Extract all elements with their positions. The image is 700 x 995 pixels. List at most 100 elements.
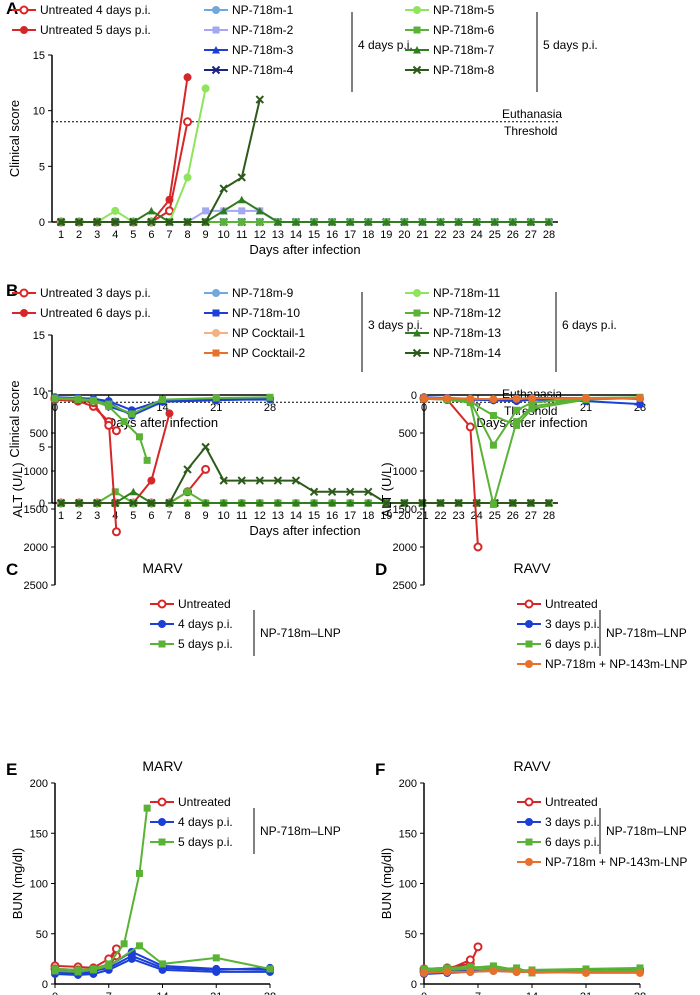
panel-letter: B: [6, 281, 18, 300]
data-point: [413, 26, 421, 34]
x-tick-label: 11: [236, 510, 247, 522]
legend-bracket-label: 4 days p.i.: [358, 38, 413, 52]
legend-bracket-label: 6 days p.i.: [562, 318, 617, 332]
y-tick-label: 1500: [393, 504, 417, 516]
data-point: [512, 394, 521, 403]
x-tick-label: 25: [489, 229, 501, 241]
x-tick-label: 7: [475, 991, 481, 995]
x-tick-label: 8: [184, 510, 190, 522]
data-point: [525, 838, 533, 846]
data-point: [147, 498, 156, 508]
data-point: [512, 967, 521, 976]
data-point: [183, 117, 193, 127]
data-point: [466, 967, 475, 976]
x-tick-label: 13: [272, 510, 284, 522]
threshold-label: Euthanasia: [502, 107, 562, 121]
data-point: [237, 173, 246, 182]
data-point: [165, 217, 174, 227]
data-point: [129, 217, 138, 227]
data-point: [466, 963, 474, 971]
y-tick-label: 1500: [24, 504, 48, 516]
x-tick-label: 9: [203, 510, 209, 522]
data-point: [219, 206, 228, 215]
legend-label: Untreated 5 days p.i.: [40, 23, 151, 37]
y-tick-label: 2500: [393, 580, 417, 592]
y-tick-label: 0: [39, 498, 45, 510]
x-tick-label: 14: [526, 991, 538, 995]
data-point: [346, 499, 355, 507]
x-tick-label: 18: [362, 229, 374, 241]
panel-letter: D: [375, 560, 387, 579]
data-point: [212, 46, 220, 54]
x-tick-label: 0: [52, 991, 58, 995]
y-tick-label: 1000: [393, 466, 417, 478]
legend-label: NP-718m-6: [433, 23, 495, 37]
x-tick-label: 21: [210, 991, 222, 995]
y-tick-label: 200: [399, 778, 417, 790]
data-point: [273, 499, 282, 507]
panel-d: DRAVV0500100015002000250007142128Days af…: [375, 390, 687, 671]
x-tick-label: 28: [634, 991, 646, 995]
series-line: [54, 807, 149, 971]
data-point: [212, 329, 220, 337]
data-point: [400, 498, 409, 508]
data-point: [158, 620, 166, 628]
y-tick-label: 15: [33, 330, 45, 342]
data-point: [120, 418, 128, 426]
data-point: [164, 206, 174, 216]
data-point: [465, 422, 475, 432]
data-point: [104, 420, 114, 430]
x-tick-label: 22: [434, 229, 446, 241]
legend-label: NP-718m-5: [433, 3, 495, 17]
data-point: [528, 394, 536, 403]
data-point: [220, 218, 228, 226]
data-point: [310, 218, 319, 226]
y-tick-label: 10: [33, 386, 45, 398]
x-tick-label: 7: [166, 510, 172, 522]
data-point: [219, 476, 228, 485]
x-tick-label: 15: [308, 229, 320, 241]
data-point: [165, 498, 174, 508]
data-point: [74, 395, 82, 403]
data-point: [273, 476, 283, 485]
data-point: [105, 962, 113, 970]
series-np-718m-8: [56, 95, 265, 227]
legend-label: 6 days p.i.: [545, 835, 600, 849]
data-point: [255, 499, 264, 507]
data-point: [147, 206, 156, 215]
x-tick-label: 6: [148, 510, 154, 522]
panel-c: CMARV0500100015002000250007142128Days af…: [6, 390, 341, 656]
data-point: [526, 218, 535, 226]
data-point: [400, 218, 409, 226]
data-point: [443, 967, 452, 976]
x-tick-label: 5: [130, 229, 136, 241]
x-tick-label: 28: [264, 991, 276, 995]
data-point: [111, 206, 120, 215]
data-point: [346, 218, 355, 226]
data-point: [51, 967, 59, 975]
x-tick-label: 18: [362, 510, 374, 522]
data-point: [183, 173, 192, 182]
legend-bracket-label: NP-718m–LNP: [606, 824, 687, 838]
legend-label: 3 days p.i.: [545, 617, 600, 631]
legend-label: NP Cocktail-2: [232, 346, 305, 360]
data-point: [443, 964, 451, 972]
legend-label: Untreated 3 days p.i.: [40, 286, 151, 300]
panel-letter: C: [6, 560, 18, 579]
y-tick-label: 0: [39, 217, 45, 229]
data-point: [436, 218, 445, 226]
y-axis-title: Clinical score: [7, 100, 22, 177]
data-point: [158, 640, 166, 648]
y-tick-label: 5: [39, 161, 45, 173]
data-point: [89, 396, 97, 404]
legend-label: NP-718m-3: [232, 43, 294, 57]
y-tick-label: 100: [30, 879, 48, 891]
legend-label: Untreated 4 days p.i.: [40, 3, 151, 17]
legend-label: Untreated: [545, 597, 598, 611]
data-point: [135, 942, 143, 950]
series-untreated-5-days-p-i-: [57, 73, 192, 226]
data-point: [413, 309, 421, 317]
data-point: [413, 6, 421, 14]
legend-label: 5 days p.i.: [178, 637, 233, 651]
data-point: [382, 498, 391, 508]
